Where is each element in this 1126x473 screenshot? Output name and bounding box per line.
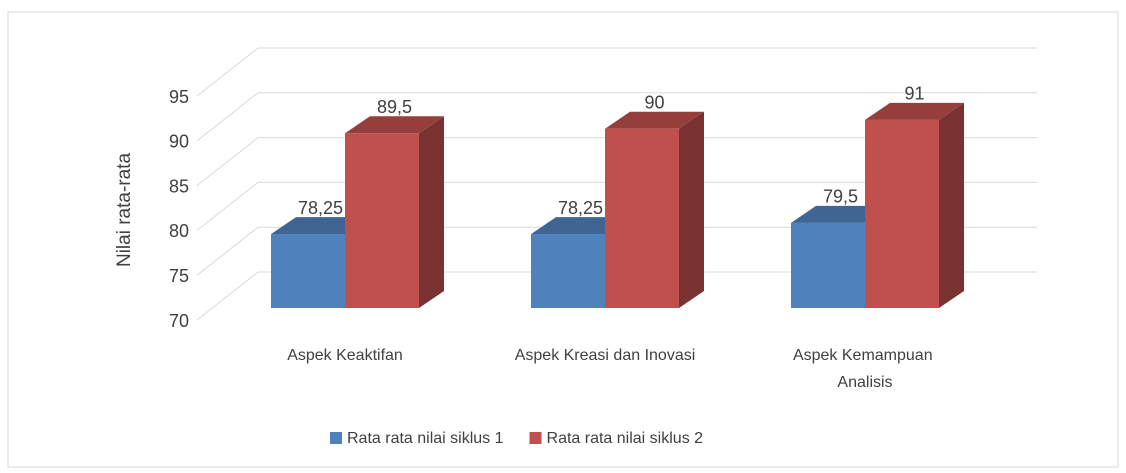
bar-top — [865, 102, 964, 120]
bar — [531, 234, 605, 308]
bar — [345, 133, 419, 308]
grid-line — [196, 47, 259, 97]
y-tick-label: 75 — [169, 266, 189, 286]
grid-line — [196, 271, 259, 321]
y-tick-label: 70 — [169, 311, 189, 331]
y-tick-label: 95 — [169, 87, 189, 107]
data-label: 91 — [904, 84, 924, 104]
data-label: 89,5 — [377, 97, 412, 117]
y-tick-label: 80 — [169, 221, 189, 241]
legend-label: Rata rata nilai siklus 1 — [347, 430, 504, 447]
grid-line — [196, 182, 259, 231]
data-label: 79,5 — [823, 187, 858, 207]
x-tick-label: Aspek Keaktifan — [287, 347, 403, 364]
x-tick-label: Aspek Kemampuan Analisis — [793, 347, 937, 391]
legend-swatch — [330, 432, 342, 444]
data-label: 90 — [644, 93, 664, 113]
legend-label: Rata rata nilai siklus 2 — [547, 430, 704, 447]
bar — [271, 234, 345, 308]
bar-top — [345, 116, 444, 134]
y-tick-label: 90 — [169, 132, 189, 152]
data-label: 78,25 — [298, 198, 343, 218]
bar — [605, 128, 679, 308]
bar-side — [679, 111, 704, 308]
grid-line — [196, 226, 259, 276]
legend-swatch — [529, 432, 542, 444]
bar — [865, 119, 939, 308]
bar-top — [605, 111, 704, 129]
data-label: 78,25 — [558, 198, 603, 218]
y-tick-label: 85 — [169, 176, 189, 196]
grid-line — [196, 137, 259, 186]
bar — [791, 222, 865, 308]
grid-line — [196, 92, 259, 142]
bar-side — [419, 116, 444, 308]
x-tick-label: Aspek Kreasi dan Inovasi — [515, 347, 696, 364]
bar-side — [939, 102, 964, 308]
y-axis-title: Nilai rata-rata — [114, 153, 135, 267]
